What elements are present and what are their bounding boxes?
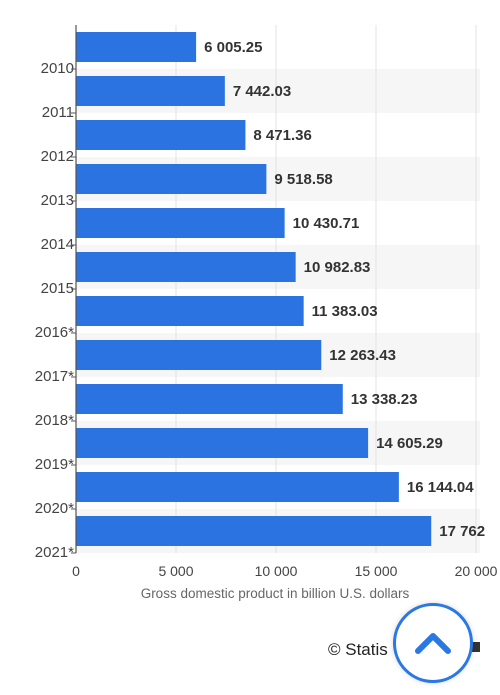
data-label: 17 762 — [439, 523, 485, 540]
y-tick-label: 2016* — [35, 324, 74, 341]
x-tick-label: 10 000 — [255, 563, 298, 579]
bar-2020*[interactable] — [76, 472, 399, 502]
data-label: 10 982.83 — [304, 259, 371, 276]
data-label: 14 605.29 — [376, 435, 443, 452]
bar-2012[interactable] — [76, 120, 246, 150]
data-label: 12 263.43 — [329, 347, 396, 364]
statista-credit: © Statis — [328, 640, 388, 659]
bar-2016*[interactable] — [76, 296, 304, 326]
y-tick-label: 2021* — [35, 544, 74, 561]
y-tick-label: 2014 — [41, 236, 74, 253]
y-tick-label: 2017* — [35, 368, 74, 385]
data-label: 8 471.36 — [253, 127, 311, 144]
data-label: 16 144.04 — [407, 479, 474, 496]
bar-2017*[interactable] — [76, 340, 322, 370]
data-label: 11 383.03 — [312, 303, 378, 320]
x-tick-label: 20 000 — [455, 563, 498, 579]
y-tick-label: 2013 — [41, 192, 74, 209]
scroll-to-top-button[interactable] — [393, 603, 473, 683]
credit-dot — [472, 642, 480, 652]
data-label: 10 430.71 — [293, 215, 360, 232]
data-label: 9 518.58 — [274, 171, 332, 188]
y-tick-label: 2015 — [41, 280, 74, 297]
bar-2013[interactable] — [76, 164, 267, 194]
y-tick-label: 2010 — [41, 60, 74, 77]
x-tick-label: 15 000 — [355, 563, 398, 579]
bar-2019*[interactable] — [76, 428, 369, 458]
data-label: 13 338.23 — [351, 391, 418, 408]
bar-2011[interactable] — [76, 76, 225, 106]
x-tick-label: 5 000 — [158, 563, 193, 579]
bar-2015[interactable] — [76, 252, 296, 282]
x-tick-label: 0 — [72, 563, 80, 579]
chevron-up-icon — [415, 633, 451, 654]
bar-2018*[interactable] — [76, 384, 343, 414]
bar-2014[interactable] — [76, 208, 285, 238]
y-tick-label: 2018* — [35, 412, 74, 429]
data-label: 6 005.25 — [204, 39, 262, 56]
x-axis-title: Gross domestic product in billion U.S. d… — [140, 586, 410, 601]
bar-2010[interactable] — [76, 32, 197, 62]
y-tick-label: 2011 — [42, 104, 74, 121]
bar-2021*[interactable] — [76, 516, 432, 546]
y-tick-label: 2019* — [35, 456, 74, 473]
data-label: 7 442.03 — [233, 83, 291, 100]
y-tick-label: 2020* — [35, 500, 74, 517]
y-tick-label: 2012 — [41, 148, 74, 165]
